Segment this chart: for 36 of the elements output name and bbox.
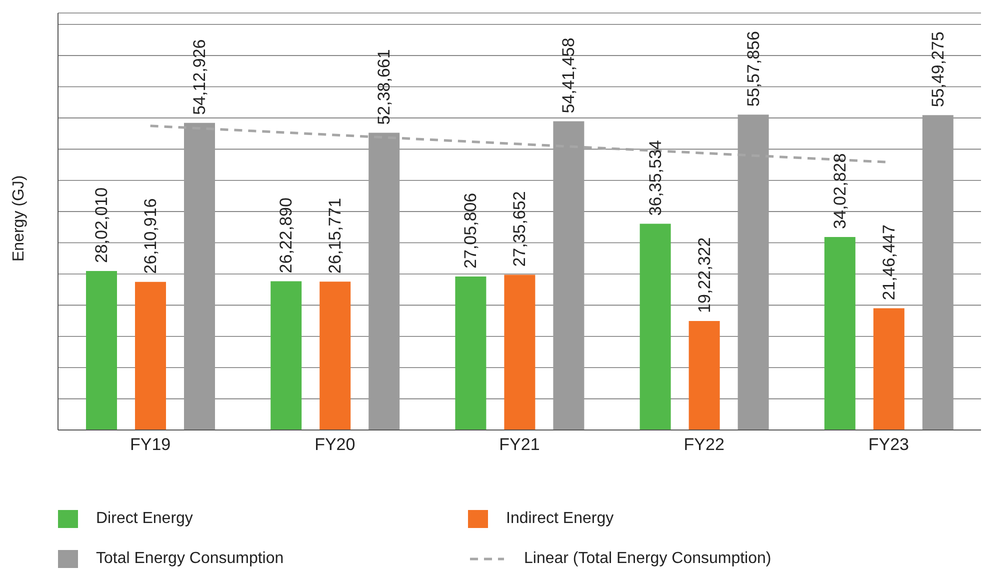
legend-label: Total Energy Consumption [96, 550, 284, 568]
x-tick-label: FY20 [314, 435, 356, 454]
x-tick-label: FY19 [130, 435, 171, 454]
x-tick-label: FY23 [868, 435, 910, 454]
legend-label: Direct Energy [96, 510, 193, 528]
bar [320, 282, 351, 430]
legend-label: Indirect Energy [506, 510, 614, 528]
x-tick-label: FY22 [684, 435, 724, 454]
bar [922, 115, 954, 430]
bar [824, 236, 856, 430]
x-tick-label: FY21 [499, 435, 540, 454]
data-label: 21,46,447 [879, 224, 898, 300]
bar [504, 274, 536, 430]
data-label: 54,12,926 [190, 39, 209, 115]
data-label: 19,22,322 [694, 237, 714, 313]
data-label: 34,02,828 [830, 153, 850, 229]
bar [640, 224, 671, 430]
data-label: 55,57,856 [744, 31, 763, 107]
y-axis-title: Energy (GJ) [10, 175, 28, 262]
bar [270, 281, 302, 430]
data-label: 26,15,771 [326, 198, 345, 274]
bar [873, 308, 904, 430]
data-label: 26,22,890 [276, 198, 296, 274]
data-label: 27,05,806 [461, 192, 480, 268]
data-label: 28,02,010 [92, 187, 111, 264]
legend-label: Linear (Total Energy Consumption) [524, 550, 772, 568]
bar [135, 282, 166, 430]
bar [455, 276, 486, 430]
data-label: 26,10,916 [141, 198, 160, 274]
data-label: 27,35,652 [510, 191, 530, 267]
bar [86, 271, 117, 430]
data-label: 36,35,534 [646, 140, 665, 216]
data-label: 52,38,661 [374, 49, 394, 125]
data-label: 54,41,458 [559, 38, 578, 114]
bar [688, 320, 720, 430]
data-label: 55,49,275 [928, 32, 948, 108]
